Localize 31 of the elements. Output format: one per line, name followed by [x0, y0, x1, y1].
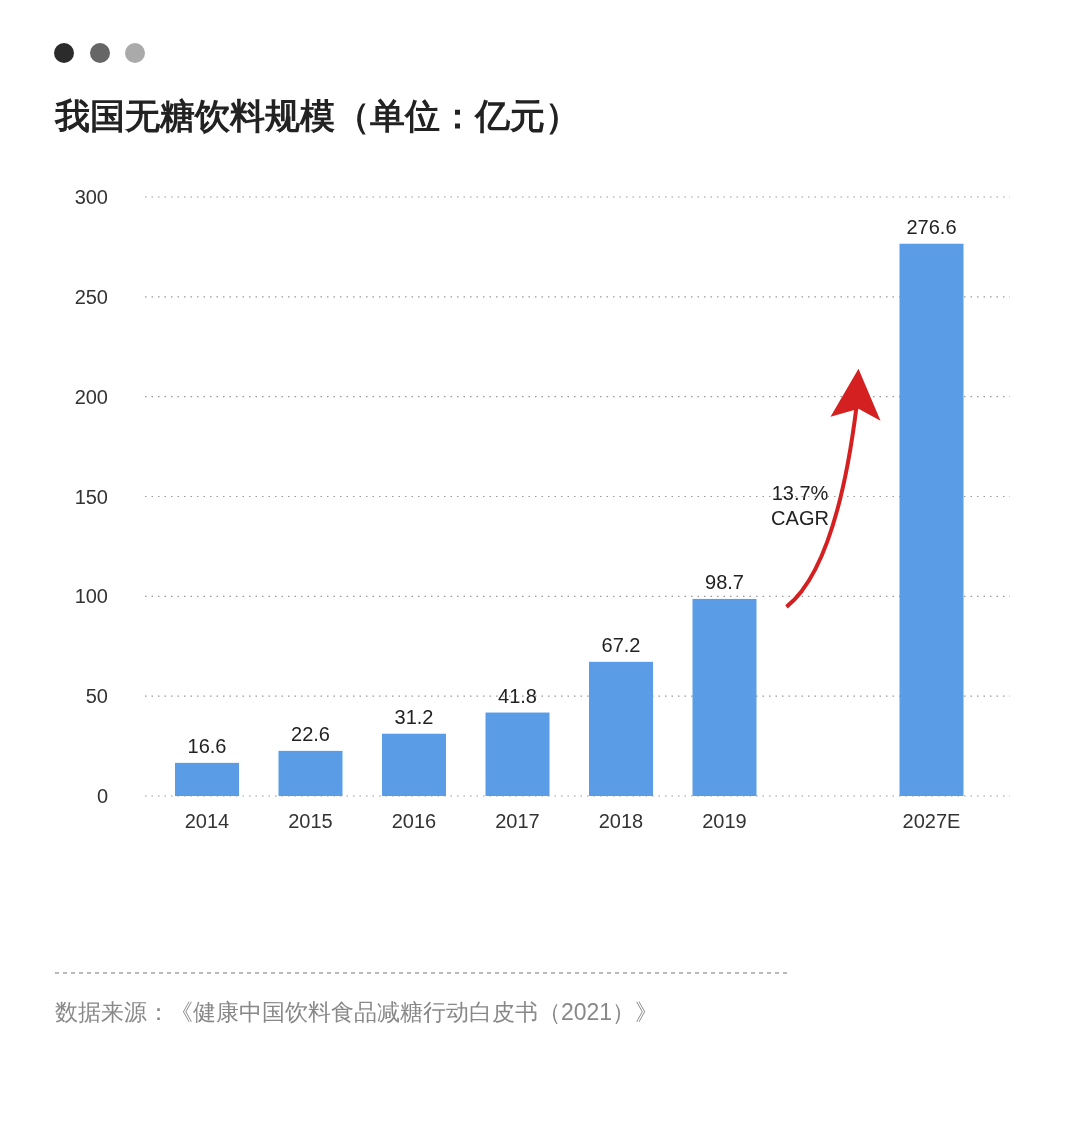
x-tick-label: 2015 — [288, 810, 333, 832]
bar — [589, 661, 653, 796]
data-label: 67.2 — [601, 633, 641, 656]
y-tick-label: 250 — [74, 285, 108, 308]
bar — [485, 712, 550, 796]
bar — [899, 243, 964, 796]
data-label: 276.6 — [906, 215, 957, 238]
annotation: 13.7% CAGR — [771, 482, 829, 530]
x-tick-label: 2027E — [902, 810, 961, 832]
data-label: 16.6 — [187, 734, 227, 757]
y-tick-label: 100 — [74, 585, 108, 608]
y-tick-label: 150 — [74, 485, 108, 508]
y-tick-label: 300 — [74, 186, 108, 208]
x-tick-label: 2017 — [495, 810, 540, 832]
chart-title: 我国无糖饮料规模（单位：亿元） — [54, 96, 580, 135]
x-tick-label: 2019 — [702, 810, 747, 832]
x-tick-label: 2014 — [184, 810, 230, 832]
y-tick-label: 0 — [96, 785, 108, 807]
data-label: 41.8 — [498, 684, 537, 707]
data-label: 31.2 — [394, 705, 434, 728]
x-tick-label: 2018 — [598, 810, 644, 832]
bar — [175, 762, 239, 796]
data-label: 22.6 — [291, 722, 330, 745]
y-tick-label: 50 — [85, 685, 108, 708]
x-tick-label: 2016 — [391, 810, 437, 832]
bar — [692, 598, 757, 796]
source-note: 数据来源：《健康中国饮料食品减糖行动白皮书（2021）》 — [55, 999, 659, 1025]
bar — [278, 750, 343, 796]
y-tick-label: 200 — [74, 385, 108, 408]
bar — [382, 733, 446, 796]
data-label: 98.7 — [705, 570, 744, 593]
